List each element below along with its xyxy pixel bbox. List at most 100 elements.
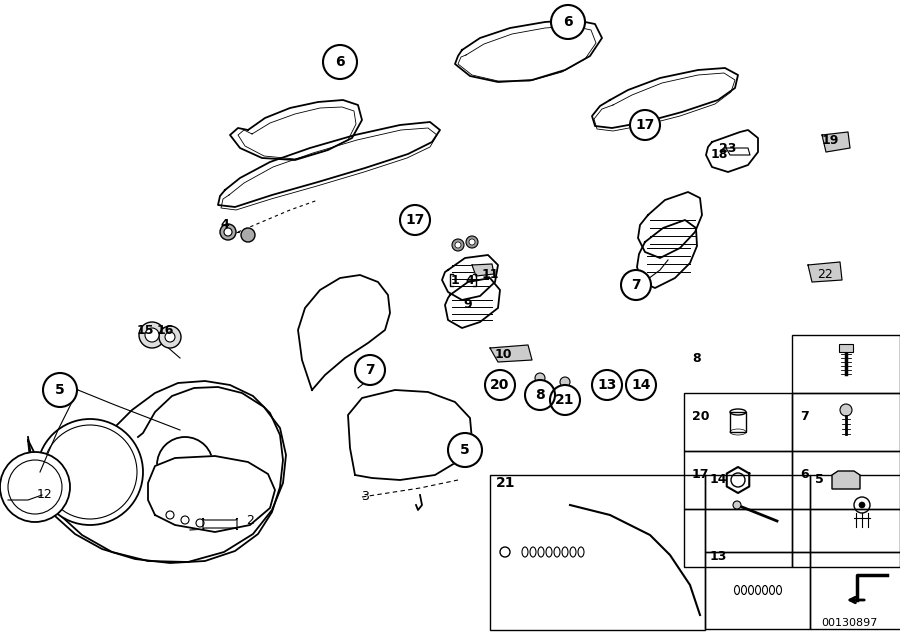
- Circle shape: [859, 502, 865, 508]
- Circle shape: [560, 377, 570, 387]
- Circle shape: [220, 224, 236, 240]
- Polygon shape: [832, 471, 860, 489]
- Text: 6: 6: [335, 55, 345, 69]
- Text: 22: 22: [817, 268, 833, 282]
- Text: 13: 13: [598, 378, 616, 392]
- Circle shape: [525, 380, 555, 410]
- Text: 20: 20: [491, 378, 509, 392]
- Text: 11: 11: [482, 268, 499, 282]
- Bar: [810, 552, 900, 629]
- Circle shape: [535, 373, 545, 383]
- Circle shape: [733, 501, 741, 509]
- Polygon shape: [706, 130, 758, 172]
- Text: 19: 19: [822, 134, 839, 146]
- Bar: [810, 475, 900, 552]
- Text: 16: 16: [157, 324, 174, 336]
- Polygon shape: [490, 345, 532, 362]
- Circle shape: [485, 370, 515, 400]
- Circle shape: [550, 385, 580, 415]
- Circle shape: [840, 404, 852, 416]
- Text: 5: 5: [55, 383, 65, 397]
- Circle shape: [495, 373, 505, 383]
- Text: 9: 9: [464, 298, 472, 312]
- Circle shape: [43, 373, 77, 407]
- Circle shape: [636, 373, 646, 383]
- Text: 8: 8: [692, 352, 700, 366]
- Polygon shape: [592, 68, 738, 128]
- Bar: [705, 475, 810, 552]
- Circle shape: [455, 242, 461, 248]
- Circle shape: [469, 239, 475, 245]
- Bar: [705, 552, 810, 629]
- Bar: [490, 475, 705, 630]
- Text: 5: 5: [460, 443, 470, 457]
- Circle shape: [159, 326, 181, 348]
- FancyBboxPatch shape: [839, 344, 853, 352]
- Circle shape: [621, 270, 651, 300]
- Polygon shape: [230, 100, 362, 160]
- Text: 14: 14: [710, 473, 727, 486]
- Bar: [792, 509, 900, 567]
- Circle shape: [157, 437, 213, 493]
- Text: 20: 20: [692, 410, 709, 424]
- Text: 2: 2: [246, 513, 254, 527]
- Circle shape: [139, 322, 165, 348]
- Text: 7: 7: [631, 278, 641, 292]
- Bar: [684, 393, 792, 451]
- Polygon shape: [637, 220, 697, 288]
- Text: 21: 21: [555, 393, 575, 407]
- Polygon shape: [218, 122, 440, 207]
- Text: 00130897: 00130897: [822, 618, 878, 628]
- Polygon shape: [472, 264, 494, 276]
- Text: 18: 18: [710, 148, 728, 162]
- Text: 15: 15: [136, 324, 154, 336]
- Circle shape: [181, 516, 189, 524]
- Circle shape: [626, 370, 656, 400]
- Bar: [792, 393, 900, 451]
- Circle shape: [145, 328, 159, 342]
- Circle shape: [196, 519, 204, 527]
- Text: 4: 4: [465, 273, 474, 286]
- Circle shape: [603, 373, 613, 383]
- Polygon shape: [822, 132, 850, 152]
- Bar: [792, 451, 900, 509]
- Polygon shape: [28, 381, 283, 563]
- Bar: [684, 509, 792, 567]
- Text: 3: 3: [361, 490, 369, 504]
- Text: 7: 7: [365, 363, 374, 377]
- Polygon shape: [808, 262, 842, 282]
- Polygon shape: [348, 390, 472, 480]
- Circle shape: [592, 370, 622, 400]
- Text: 7: 7: [800, 410, 809, 424]
- Polygon shape: [298, 275, 390, 390]
- Polygon shape: [455, 20, 602, 82]
- Polygon shape: [638, 192, 702, 258]
- Text: 10: 10: [494, 349, 512, 361]
- Circle shape: [0, 452, 70, 522]
- Text: 6: 6: [563, 15, 572, 29]
- Polygon shape: [442, 255, 498, 300]
- Polygon shape: [148, 456, 275, 532]
- Bar: [684, 451, 792, 509]
- Circle shape: [400, 205, 430, 235]
- Circle shape: [551, 5, 585, 39]
- Text: 14: 14: [631, 378, 651, 392]
- Text: 17: 17: [405, 213, 425, 227]
- Circle shape: [630, 110, 660, 140]
- Text: 23: 23: [719, 141, 737, 155]
- Circle shape: [224, 228, 232, 236]
- Text: 4: 4: [220, 219, 230, 232]
- Circle shape: [355, 355, 385, 385]
- Text: 17: 17: [692, 469, 709, 481]
- Circle shape: [241, 228, 255, 242]
- Circle shape: [466, 236, 478, 248]
- Circle shape: [452, 239, 464, 251]
- Circle shape: [448, 433, 482, 467]
- Text: 12: 12: [37, 488, 53, 502]
- Text: 13: 13: [710, 550, 727, 563]
- Polygon shape: [445, 278, 500, 328]
- Circle shape: [165, 332, 175, 342]
- Text: 21: 21: [496, 476, 516, 490]
- Text: 5: 5: [815, 473, 824, 486]
- Circle shape: [166, 511, 174, 519]
